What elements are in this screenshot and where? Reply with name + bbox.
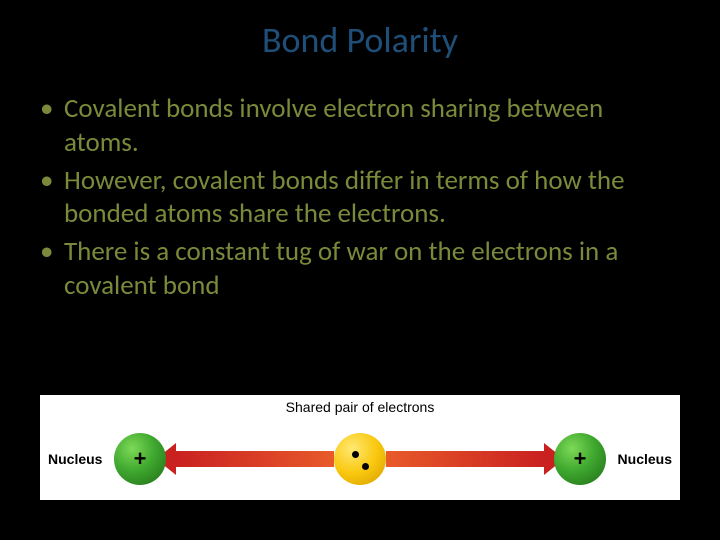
electron-dot	[352, 451, 359, 458]
bullet-list: Covalent bonds involve electron sharing …	[0, 92, 720, 303]
nucleus-right: +	[554, 433, 606, 485]
electron-dot	[362, 463, 369, 470]
nucleus-left: +	[114, 433, 166, 485]
tug-arrow-right	[386, 451, 546, 467]
nucleus-label-right: Nucleus	[618, 451, 672, 467]
slide-title: Bond Polarity	[0, 0, 720, 92]
nucleus-label-left: Nucleus	[48, 451, 102, 467]
bullet-item: Covalent bonds involve electron sharing …	[40, 92, 680, 160]
shared-electrons-label: Shared pair of electrons	[286, 399, 435, 415]
shared-electron-pair	[334, 433, 386, 485]
tug-arrow-left	[174, 451, 334, 467]
plus-icon: +	[574, 446, 587, 472]
plus-icon: +	[134, 446, 147, 472]
bullet-item: However, covalent bonds differ in terms …	[40, 164, 680, 232]
bond-diagram: Shared pair of electrons Nucleus Nucleus…	[40, 395, 680, 500]
bullet-item: There is a constant tug of war on the el…	[40, 235, 680, 303]
